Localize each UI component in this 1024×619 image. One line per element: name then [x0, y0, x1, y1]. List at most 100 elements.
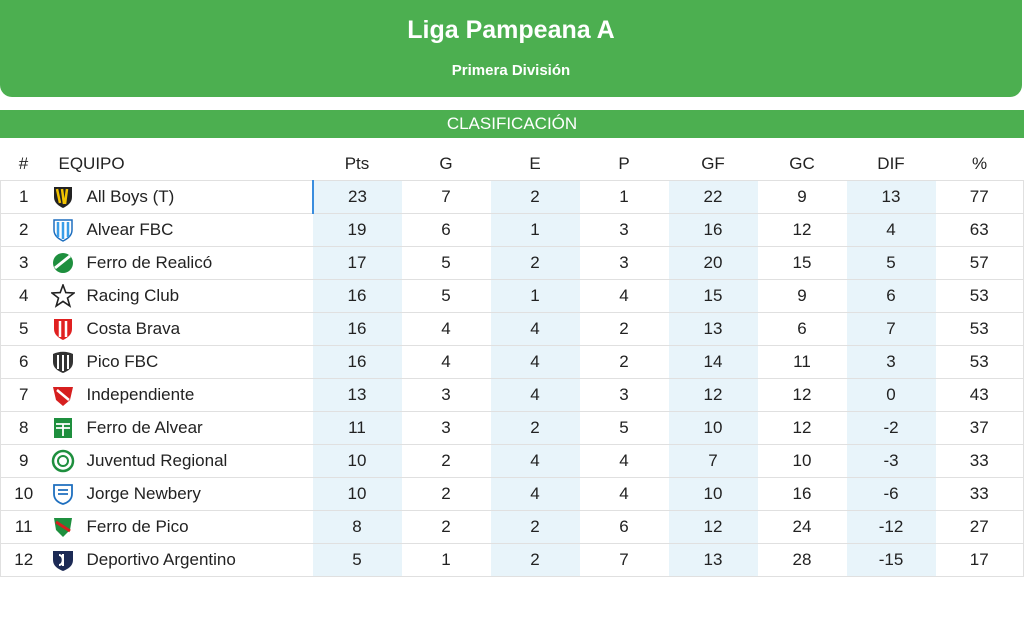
table-header-row: # EQUIPO Pts G E P GF GC DIF % — [1, 148, 1024, 181]
deportivo-argentino-crest-icon — [51, 548, 75, 572]
team-name: Ferro de Pico — [86, 517, 189, 536]
gc-cell: 12 — [757, 213, 847, 247]
team-cell[interactable]: Pico FBC — [46, 345, 313, 379]
dif-cell: 4 — [846, 213, 936, 247]
pts-cell: 23 — [311, 180, 402, 214]
table-row[interactable]: 9 Juventud Regional 10 2 4 4 7 10 -3 33 — [0, 444, 1024, 478]
gf-cell: 10 — [668, 477, 758, 511]
dif-cell: 3 — [846, 345, 936, 379]
gc-cell: 12 — [757, 411, 847, 445]
dif-cell: -2 — [846, 411, 936, 445]
g-cell: 6 — [401, 213, 491, 247]
team-cell[interactable]: Ferro de Realicó — [46, 246, 313, 280]
g-cell: 3 — [401, 411, 491, 445]
e-cell: 4 — [490, 477, 580, 511]
pts-cell: 16 — [312, 312, 402, 346]
team-name: Alvear FBC — [86, 220, 174, 239]
table-row[interactable]: 8 Ferro de Alvear 11 3 2 5 10 12 -2 37 — [0, 411, 1024, 445]
col-header-position: # — [18, 154, 29, 173]
pts-cell: 10 — [312, 444, 402, 478]
gf-cell: 12 — [668, 378, 758, 412]
team-name: Independiente — [86, 385, 195, 404]
pts-cell: 16 — [312, 279, 402, 313]
p-cell: 7 — [579, 543, 669, 577]
table-row[interactable]: 11 Ferro de Pico 8 2 2 6 12 24 -12 27 — [0, 510, 1024, 544]
team-cell[interactable]: All Boys (T) — [46, 180, 313, 214]
ferro-pico-crest-icon — [51, 515, 75, 539]
pct-cell: 17 — [935, 543, 1024, 577]
gf-cell: 13 — [668, 312, 758, 346]
table-row[interactable]: 3 Ferro de Realicó 17 5 2 3 20 15 5 57 — [0, 246, 1024, 280]
gf-cell: 13 — [668, 543, 758, 577]
col-header-pts: Pts — [344, 154, 370, 173]
g-cell: 2 — [401, 477, 491, 511]
g-cell: 2 — [401, 444, 491, 478]
pct-cell: 53 — [935, 279, 1024, 313]
division-subtitle: Primera División — [451, 62, 571, 79]
col-header-gc: GC — [789, 154, 815, 173]
table-row[interactable]: 12 Deportivo Argentino 5 1 2 7 13 28 -15 17 — [0, 543, 1024, 577]
team-cell[interactable]: Independiente — [46, 378, 313, 412]
g-cell: 2 — [401, 510, 491, 544]
team-name: All Boys (T) — [86, 187, 175, 206]
table-row[interactable]: 6 Pico FBC 16 4 4 2 14 11 3 53 — [0, 345, 1024, 379]
ferro-realico-crest-icon — [51, 251, 75, 275]
team-cell[interactable]: Ferro de Alvear — [46, 411, 313, 445]
position-cell: 3 — [0, 246, 47, 280]
pts-cell: 13 — [312, 378, 402, 412]
team-name: Pico FBC — [86, 352, 159, 371]
table-row[interactable]: 4 Racing Club 16 5 1 4 15 9 6 53 — [0, 279, 1024, 313]
gc-cell: 10 — [757, 444, 847, 478]
e-cell: 2 — [490, 411, 580, 445]
ferro-alvear-crest-icon — [51, 416, 75, 440]
col-header-pct: % — [971, 154, 988, 173]
e-cell: 4 — [490, 345, 580, 379]
dif-cell: 0 — [846, 378, 936, 412]
header-banner: Liga Pampeana A Primera División — [0, 0, 1022, 97]
col-header-e: E — [529, 154, 541, 173]
table-row[interactable]: 10 Jorge Newbery 10 2 4 4 10 16 -6 33 — [0, 477, 1024, 511]
team-cell[interactable]: Racing Club — [46, 279, 313, 313]
p-cell: 3 — [579, 213, 669, 247]
pts-cell: 5 — [312, 543, 402, 577]
independiente-crest-icon — [51, 383, 75, 407]
p-cell: 2 — [579, 345, 669, 379]
table-row[interactable]: 5 Costa Brava 16 4 4 2 13 6 7 53 — [0, 312, 1024, 346]
gc-cell: 9 — [757, 279, 847, 313]
table-row[interactable]: 7 Independiente 13 3 4 3 12 12 0 43 — [0, 378, 1024, 412]
col-header-dif: DIF — [877, 154, 905, 173]
team-cell[interactable]: Ferro de Pico — [46, 510, 313, 544]
gc-cell: 16 — [757, 477, 847, 511]
team-cell[interactable]: Juventud Regional — [46, 444, 313, 478]
pct-cell: 43 — [935, 378, 1024, 412]
table-row[interactable]: 1 All Boys (T) 23 7 2 1 22 9 13 77 — [0, 180, 1024, 214]
e-cell: 4 — [490, 312, 580, 346]
gf-cell: 12 — [668, 510, 758, 544]
gf-cell: 14 — [668, 345, 758, 379]
racing-club-crest-icon — [50, 284, 75, 308]
team-name: Costa Brava — [86, 319, 181, 338]
team-cell[interactable]: Deportivo Argentino — [46, 543, 313, 577]
team-cell[interactable]: Alvear FBC — [46, 213, 313, 247]
table-row[interactable]: 2 Alvear FBC 19 6 1 3 16 12 4 63 — [0, 213, 1024, 247]
gc-cell: 28 — [757, 543, 847, 577]
g-cell: 3 — [401, 378, 491, 412]
dif-cell: 6 — [846, 279, 936, 313]
gc-cell: 15 — [757, 246, 847, 280]
g-cell: 5 — [401, 246, 491, 280]
gc-cell: 6 — [757, 312, 847, 346]
gf-cell: 7 — [668, 444, 758, 478]
position-cell: 11 — [0, 510, 47, 544]
team-name: Ferro de Realicó — [86, 253, 213, 272]
p-cell: 1 — [579, 180, 669, 214]
pct-cell: 53 — [935, 312, 1024, 346]
team-name: Deportivo Argentino — [86, 550, 236, 569]
g-cell: 1 — [401, 543, 491, 577]
pct-cell: 33 — [935, 477, 1024, 511]
team-cell[interactable]: Jorge Newbery — [46, 477, 313, 511]
pct-cell: 33 — [935, 444, 1024, 478]
p-cell: 3 — [579, 246, 669, 280]
p-cell: 2 — [579, 312, 669, 346]
team-cell[interactable]: Costa Brava — [46, 312, 313, 346]
position-cell: 10 — [0, 477, 47, 511]
